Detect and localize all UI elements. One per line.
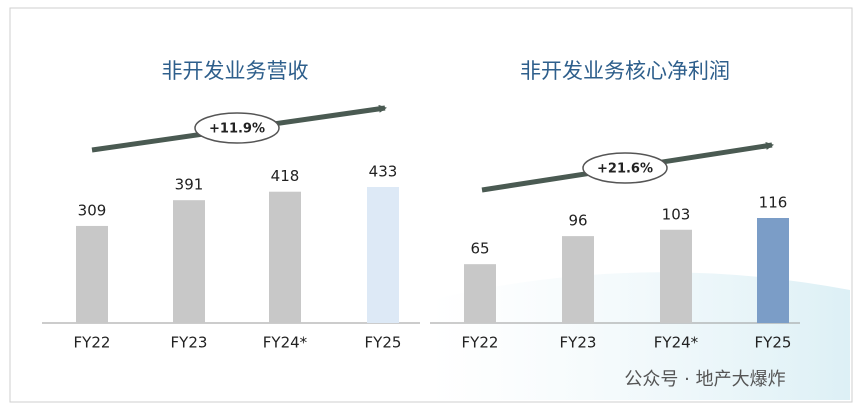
value-label: 433 [369,163,398,181]
decoration [430,272,850,400]
annotation-bubble [194,112,280,144]
x-tick-label: FY23 [560,334,597,352]
value-label: 96 [568,212,587,230]
bar [76,225,108,323]
chart-title: 非开发业务营收 [162,59,309,83]
bar [660,229,692,323]
bar [269,191,301,323]
bar [367,187,399,323]
bar [173,200,205,323]
value-label: 391 [175,176,204,194]
annotation-bubble [582,152,668,184]
bar [562,236,594,323]
value-label: 309 [78,201,107,219]
x-tick-label: FY25 [365,334,402,352]
chart-title: 非开发业务核心净利润 [520,59,730,83]
annotation: +21.6% [597,162,653,177]
value-label: 418 [271,167,300,185]
x-tick-label: FY23 [171,334,208,352]
x-tick-label: FY25 [755,334,792,352]
value-label: 65 [470,240,489,258]
bar [464,264,496,323]
value-label: 116 [759,194,788,212]
x-tick-label: FY24* [263,334,308,352]
x-tick-label: FY22 [74,334,111,352]
watermark: 公众号 · 地产大爆炸 [624,369,785,390]
annotation: +11.9% [209,122,265,137]
x-tick-label: FY22 [462,334,499,352]
x-tick-label: FY24* [654,334,699,352]
value-label: 103 [662,205,691,223]
bar [757,218,789,323]
